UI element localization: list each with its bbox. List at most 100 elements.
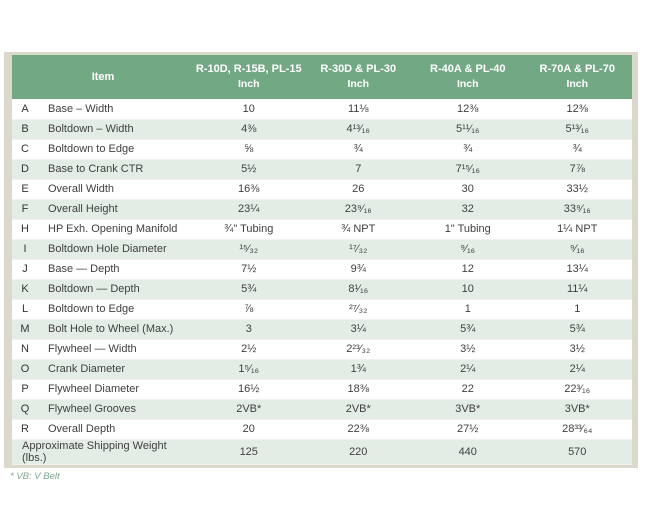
cell-value: 18⅜ (303, 379, 413, 400)
row-label: Boltdown Hole Diameter (38, 239, 194, 260)
table-row: E Overall Width 16⅜ 26 30 33½ (12, 179, 632, 200)
cell-value: 2VB* (194, 399, 304, 420)
table-row: F Overall Height 23¼ 23⁹⁄₁₆ 32 33⁹⁄₁₆ (12, 199, 632, 220)
row-label: Boltdown – Width (38, 119, 194, 140)
row-label: Base — Depth (38, 259, 194, 280)
cell-value: 10 (194, 99, 304, 120)
unit-label: Inch (237, 78, 260, 91)
row-letter: J (12, 259, 38, 280)
table-row: B Boltdown – Width 4⅜ 4¹³⁄₁₆ 5¹¹⁄₁₆ 5¹³⁄… (12, 119, 632, 140)
cell-value: 7¹⁵⁄₁₆ (413, 159, 523, 180)
table-row: H HP Exh. Opening Manifold ¾" Tubing ¾ N… (12, 219, 632, 240)
cell-value: ⁹⁄₁₆ (522, 239, 632, 260)
row-letter: O (12, 359, 38, 380)
cell-value: 30 (413, 179, 523, 200)
cell-value: 5½ (194, 159, 304, 180)
cell-value: 7⅞ (522, 159, 632, 180)
cell-value: 10 (413, 279, 523, 300)
row-letter: K (12, 279, 38, 300)
cell-value: 9¾ (303, 259, 413, 280)
table-row: N Flywheel — Width 2½ 2²³⁄₃₂ 3½ 3½ (12, 339, 632, 360)
cell-value: ⅞ (194, 299, 304, 320)
cell-value: ¾" Tubing (194, 219, 304, 240)
cell-value: 3VB* (413, 399, 523, 420)
unit-label: Inch (347, 78, 370, 91)
row-label: Boltdown to Edge (38, 139, 194, 160)
table-row: A Base – Width 10 11⅛ 12⅜ 12⅜ (12, 99, 632, 120)
shipping-weight-label: Approximate Shipping Weight (lbs.) (12, 439, 194, 465)
row-letter: L (12, 299, 38, 320)
row-letter: C (12, 139, 38, 160)
cell-value: 32 (413, 199, 523, 220)
table-row: R Overall Depth 20 22⅜ 27½ 28³³⁄₆₄ (12, 419, 632, 440)
spec-table-frame: Item R-10D, R-15B, PL-15 Inch R-30D & PL… (4, 52, 638, 468)
cell-value: 1¾ (303, 359, 413, 380)
cell-value: ¹⁷⁄₃₂ (303, 239, 413, 260)
table-row: M Bolt Hole to Wheel (Max.) 3 3¼ 5¾ 5¾ (12, 319, 632, 340)
row-label: Overall Width (38, 179, 194, 200)
cell-value: 22³⁄₁₆ (522, 379, 632, 400)
row-letter: N (12, 339, 38, 360)
column-header-model-1: R-10D, R-15B, PL-15 Inch (194, 55, 304, 99)
table-row: D Base to Crank CTR 5½ 7 7¹⁵⁄₁₆ 7⅞ (12, 159, 632, 180)
cell-value: 12⅜ (413, 99, 523, 120)
row-letter: F (12, 199, 38, 220)
row-label: Overall Depth (38, 419, 194, 440)
table-row: J Base — Depth 7½ 9¾ 12 13¼ (12, 259, 632, 280)
unit-label: Inch (566, 78, 589, 91)
cell-value: 12 (413, 259, 523, 280)
row-letter: M (12, 319, 38, 340)
item-header-label: Item (91, 70, 115, 83)
cell-value: ¹⁵⁄₃₂ (194, 239, 304, 260)
cell-value: 5¹³⁄₁₆ (522, 119, 632, 140)
cell-value: 22⅜ (303, 419, 413, 440)
cell-value: 28³³⁄₆₄ (522, 419, 632, 440)
table-row: C Boltdown to Edge ⅝ ¾ ¾ ¾ (12, 139, 632, 160)
cell-value: 3VB* (522, 399, 632, 420)
table-row: K Boltdown — Depth 5¾ 8¹⁄₁₆ 10 11¼ (12, 279, 632, 300)
table-row: L Boltdown to Edge ⅞ ²⁷⁄₃₂ 1 1 (12, 299, 632, 320)
column-header-model-4: R-70A & PL-70 Inch (522, 55, 632, 99)
table-row: Q Flywheel Grooves 2VB* 2VB* 3VB* 3VB* (12, 399, 632, 420)
spec-table: Item R-10D, R-15B, PL-15 Inch R-30D & PL… (12, 55, 632, 465)
row-label: Bolt Hole to Wheel (Max.) (38, 319, 194, 340)
cell-value: ¾ (303, 139, 413, 160)
shipping-weight-row: Approximate Shipping Weight (lbs.) 125 2… (12, 439, 632, 465)
row-letter: R (12, 419, 38, 440)
cell-value: ¾ (522, 139, 632, 160)
row-letter: A (12, 99, 38, 120)
cell-value: 2¼ (522, 359, 632, 380)
cell-value: 1¼ NPT (522, 219, 632, 240)
cell-value: 5¾ (522, 319, 632, 340)
cell-value: 7½ (194, 259, 304, 280)
footnote: * VB: V Belt (10, 471, 60, 482)
cell-value: 2½ (194, 339, 304, 360)
cell-value: ⅝ (194, 139, 304, 160)
cell-value: 570 (522, 439, 632, 465)
table-row: P Flywheel Diameter 16½ 18⅜ 22 22³⁄₁₆ (12, 379, 632, 400)
cell-value: 33⁹⁄₁₆ (522, 199, 632, 220)
row-letter: H (12, 219, 38, 240)
header-row: Item R-10D, R-15B, PL-15 Inch R-30D & PL… (12, 55, 632, 99)
cell-value: 3½ (522, 339, 632, 360)
cell-value: 20 (194, 419, 304, 440)
cell-value: 2VB* (303, 399, 413, 420)
table-row: I Boltdown Hole Diameter ¹⁵⁄₃₂ ¹⁷⁄₃₂ ⁹⁄₁… (12, 239, 632, 260)
row-label: Overall Height (38, 199, 194, 220)
cell-value: 4¹³⁄₁₆ (303, 119, 413, 140)
row-letter: P (12, 379, 38, 400)
cell-value: ¾ (413, 139, 523, 160)
cell-value: 16½ (194, 379, 304, 400)
cell-value: 7 (303, 159, 413, 180)
row-label: Base to Crank CTR (38, 159, 194, 180)
row-letter: E (12, 179, 38, 200)
cell-value: ¾ NPT (303, 219, 413, 240)
cell-value: 12⅜ (522, 99, 632, 120)
row-label: Boltdown to Edge (38, 299, 194, 320)
row-label: Flywheel Diameter (38, 379, 194, 400)
cell-value: 1 (522, 299, 632, 320)
model-name: R-10D, R-15B, PL-15 (195, 63, 302, 76)
model-name: R-30D & PL-30 (320, 63, 397, 76)
model-name: R-40A & PL-40 (430, 63, 506, 76)
